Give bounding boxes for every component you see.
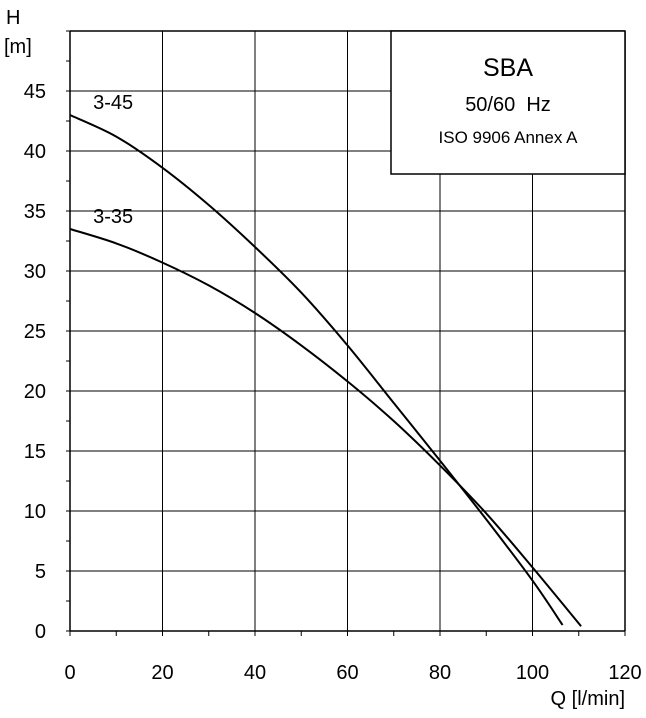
y-tick-label: 25 xyxy=(24,321,46,343)
chart-subtitle: 50/60 Hz xyxy=(465,94,551,116)
y-tick-label: 20 xyxy=(24,381,46,403)
x-tick-label: 40 xyxy=(244,662,266,684)
y-tick-label: 10 xyxy=(24,501,46,523)
y-tick-labels: 0 5 10 15 20 25 30 35 40 45 xyxy=(24,81,46,643)
series-line-3-35 xyxy=(69,228,582,627)
series-line-3-45 xyxy=(69,114,564,626)
minor-tick-marks xyxy=(66,30,626,636)
legend-box-frame xyxy=(390,30,626,175)
x-tick-label: 100 xyxy=(516,662,549,684)
legend-box: SBA 50/60 Hz ISO 9906 Annex A xyxy=(390,30,626,175)
x-tick-label: 20 xyxy=(151,662,173,684)
curves xyxy=(69,114,582,627)
y-tick-label: 5 xyxy=(35,561,46,583)
chart-title: SBA xyxy=(483,54,533,82)
y-tick-label: 45 xyxy=(24,81,46,103)
x-tick-labels: 0 20 40 60 80 100 120 xyxy=(64,662,641,684)
chart-note: ISO 9906 Annex A xyxy=(439,128,579,147)
series-label-3-45: 3-45 xyxy=(93,92,133,114)
x-tick-label: 120 xyxy=(608,662,641,684)
y-tick-label: 35 xyxy=(24,201,46,223)
y-tick-label: 0 xyxy=(35,621,46,643)
y-axis-unit: [m] xyxy=(4,36,32,58)
y-axis-label: H xyxy=(6,7,20,29)
y-tick-label: 30 xyxy=(24,261,46,283)
series-label-3-35: 3-35 xyxy=(93,206,133,228)
x-tick-label: 0 xyxy=(64,662,75,684)
x-tick-label: 80 xyxy=(429,662,451,684)
y-tick-label: 15 xyxy=(24,441,46,463)
x-axis-label: Q [l/min] xyxy=(551,688,625,710)
x-tick-label: 60 xyxy=(336,662,358,684)
series-labels: 3-45 3-35 xyxy=(93,92,133,228)
y-tick-label: 40 xyxy=(24,141,46,163)
